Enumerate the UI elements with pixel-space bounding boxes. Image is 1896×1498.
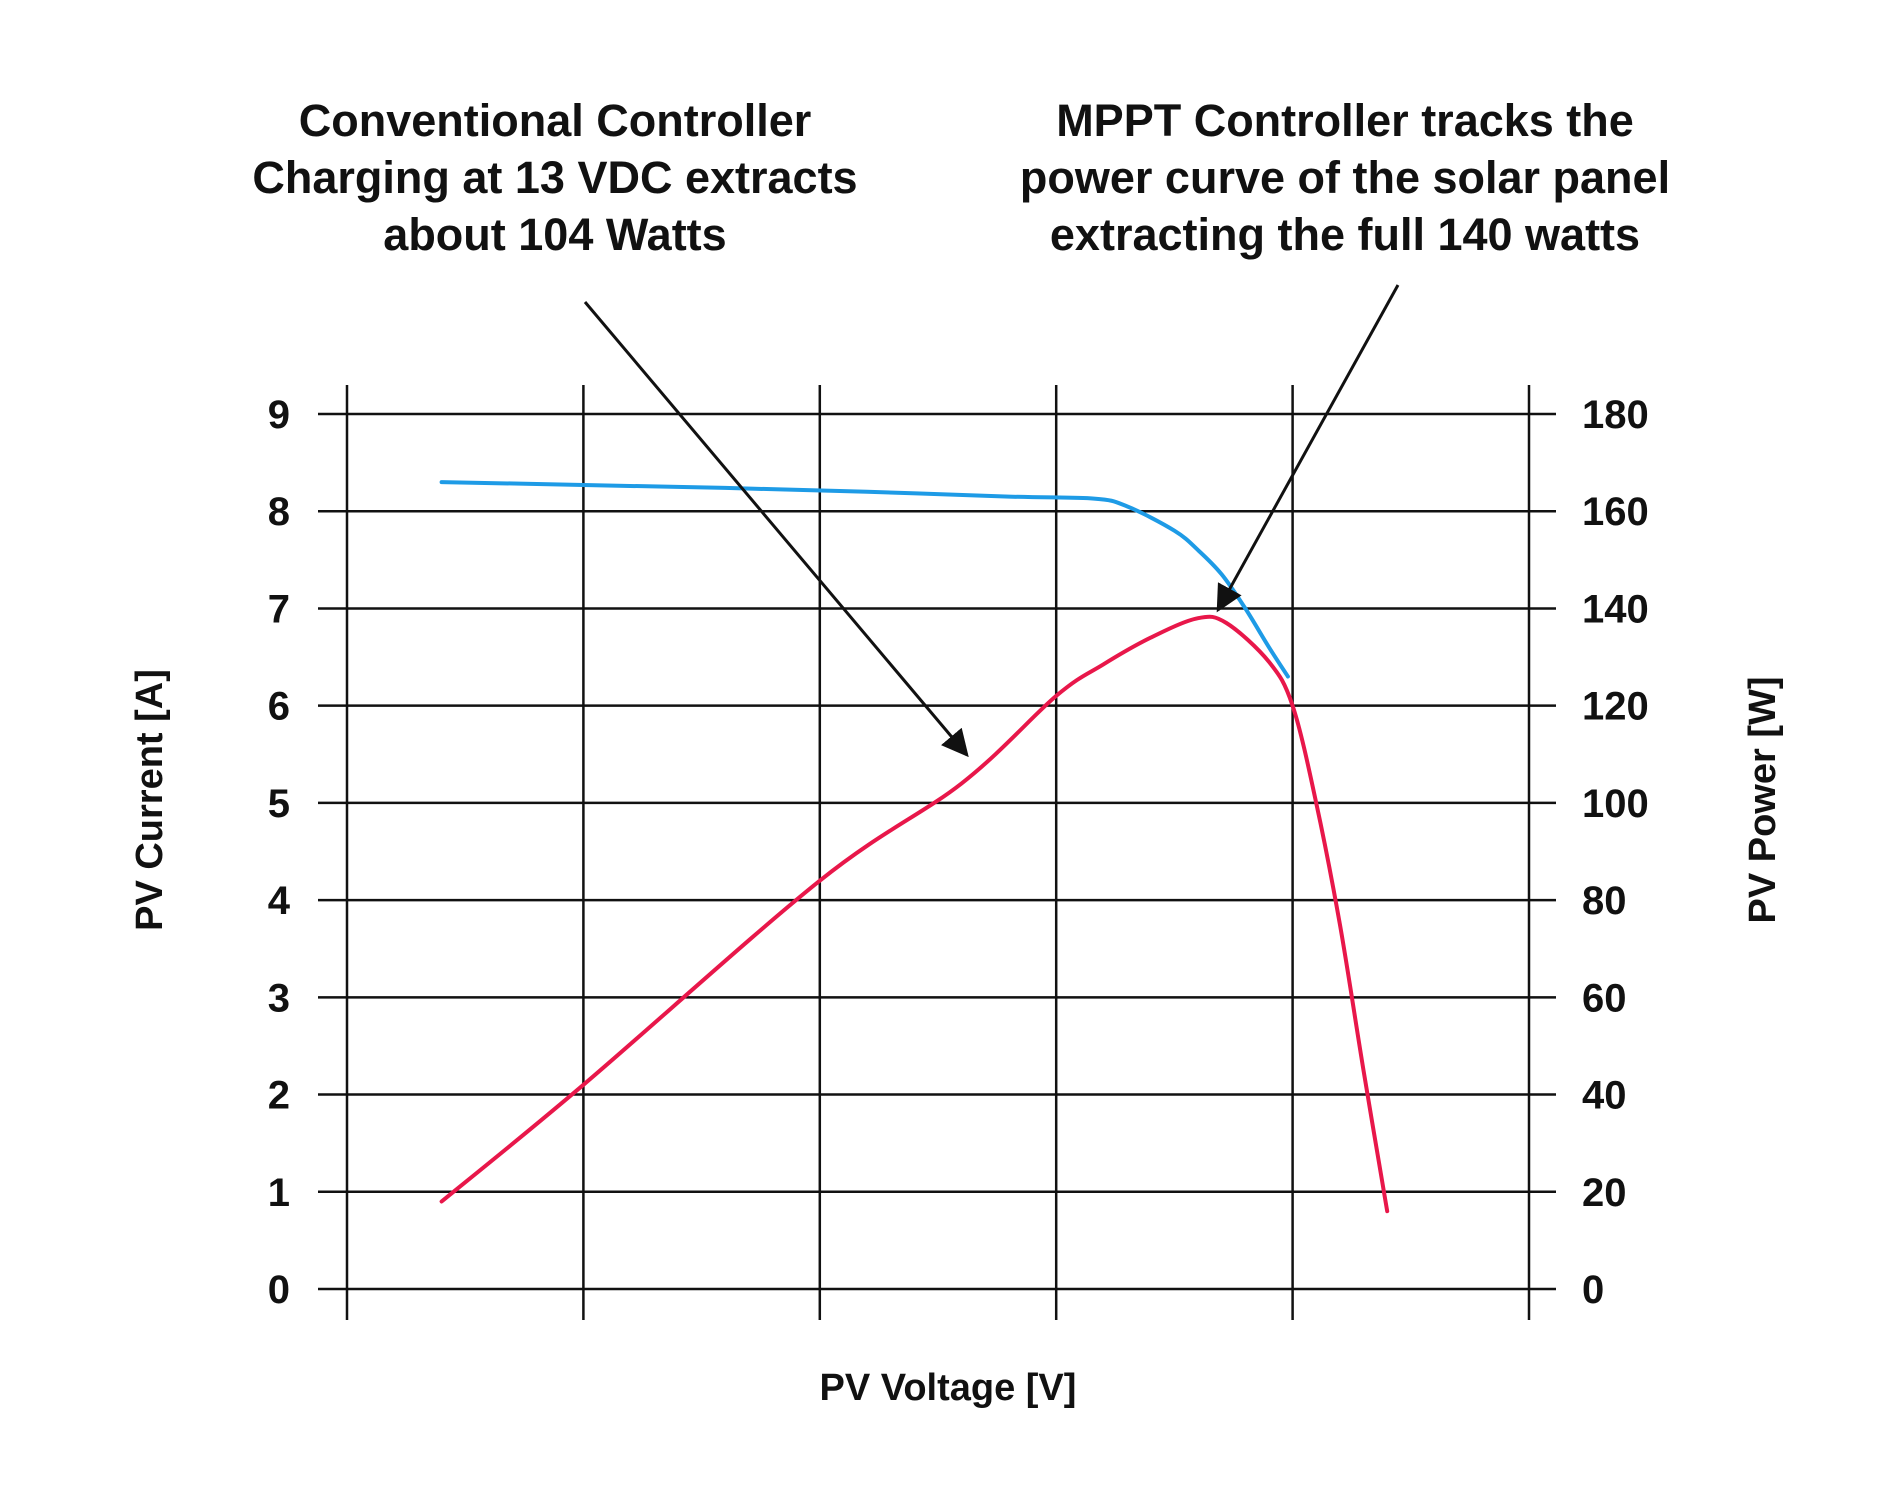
y-right-tick-label: 40	[1582, 1074, 1627, 1118]
y-left-tick-label: 7	[268, 587, 290, 631]
y-right-tick-label: 120	[1582, 685, 1649, 729]
y-right-tick-label: 160	[1582, 490, 1649, 534]
annotation-1-line: Charging at 13 VDC extracts	[252, 152, 857, 203]
annotations: Conventional Controller Charging at 13 VD…	[252, 95, 1670, 758]
y-left-tick-label: 2	[268, 1074, 290, 1118]
annotation-1-line: Conventional Controller	[299, 95, 812, 146]
y-right-tick-label: 140	[1582, 587, 1649, 631]
annotation-1-line: about 104 Watts	[383, 209, 726, 260]
y-left-tick-label: 3	[268, 976, 290, 1020]
y-left-tick-label: 1	[268, 1171, 290, 1215]
y-right-axis-title: PV Power [W]	[1742, 676, 1784, 923]
pv-power-line	[439, 614, 1390, 1214]
y-left-tick-label: 6	[268, 685, 290, 729]
y-right-tick-label: 80	[1582, 879, 1627, 923]
grid	[318, 385, 1556, 1320]
annotation-1-arrow	[583, 301, 969, 758]
y-left-tick-label: 4	[268, 879, 291, 923]
annotation-2-line: extracting the full 140 watts	[1050, 209, 1640, 260]
y-left-tick-label: 8	[268, 490, 290, 534]
y-right-tick-label: 0	[1582, 1268, 1604, 1312]
y-right-tick-label: 180	[1582, 393, 1649, 437]
annotation-2-line: power curve of the solar panel	[1020, 152, 1670, 203]
y-left-axis-title: PV Current [A]	[129, 669, 171, 931]
y-left-tick-label: 0	[268, 1268, 290, 1312]
y-left-tick-label: 5	[268, 782, 290, 826]
y-left-tick-label: 9	[268, 393, 290, 437]
y-right-tick-label: 20	[1582, 1171, 1627, 1215]
annotation-2-line: MPPT Controller tracks the	[1056, 95, 1634, 146]
y-right-tick-label: 100	[1582, 782, 1649, 826]
annotation-2-arrow	[1216, 284, 1400, 613]
y-right-tick-label: 60	[1582, 976, 1627, 1020]
x-axis-title: PV Voltage [V]	[820, 1367, 1077, 1409]
